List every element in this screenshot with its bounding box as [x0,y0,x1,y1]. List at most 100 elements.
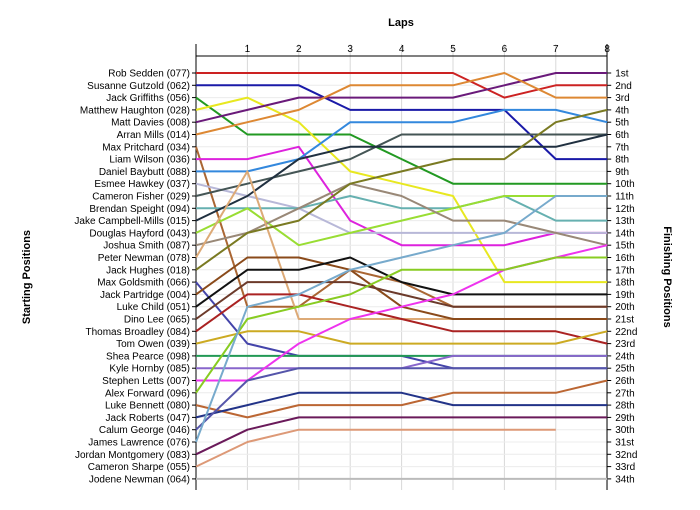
finishing-position-label: 26th [615,376,634,387]
driver-line [195,108,608,271]
starting-position-label: Esmee Hawkey (037) [94,179,190,190]
driver-line [195,256,608,394]
starting-position-label: Kyle Hornby (085) [109,364,190,375]
driver-line [195,367,608,431]
starting-position-label: Jack Roberts (047) [106,413,190,424]
finishing-position-label: 29th [615,413,634,424]
lap-tick-label: 2 [296,44,302,55]
driver-line [196,195,608,222]
finishing-position-label: 8th [615,155,629,166]
driver-line [195,281,608,320]
finishing-position-label: 33rd [615,462,635,473]
starting-position-label: Daniel Baybutt (088) [99,167,190,178]
starting-position-label: Jack Hughes (018) [106,265,190,276]
driver-line [195,182,608,247]
driver-line [196,108,608,173]
driver-line [195,72,608,136]
driver-line [195,293,608,345]
starting-position-label: Stephen Letts (007) [102,376,190,387]
starting-position-label: James Lawrence (076) [88,438,190,449]
finishing-position-label: 19th [615,290,634,301]
finishing-position-label: 17th [615,265,634,276]
finishing-position-label: 9th [615,167,629,178]
starting-position-label: Alex Forward (096) [105,388,190,399]
finishing-position-label: 6th [615,130,629,141]
labels: 1 2 3 4 5 6 7 8 Rob Sedden (077)Susanne Gutzold … [74,44,637,485]
driver-line [195,428,556,468]
starting-position-label: Rob Sedden (077) [108,69,190,80]
starting-position-label: Susanne Gutzold (062) [87,81,190,92]
axes [195,44,608,490]
starting-position-label: Dino Lee (065) [124,315,190,326]
finishing-position-label: 24th [615,351,634,362]
finishing-position-label: 12th [615,204,634,215]
lap-tick-label: 5 [450,44,456,55]
starting-position-label: Brendan Speight (094) [89,204,190,215]
starting-position-label: Max Pritchard (034) [102,142,190,153]
finishing-position-label: 22nd [615,327,637,338]
starting-position-label: Cameron Sharpe (055) [88,462,190,473]
starting-position-label: Cameron Fisher (029) [92,192,190,203]
starting-position-label: Jake Campbell-Mills (015) [74,216,190,227]
finishing-position-label: 31st [615,438,634,449]
finishing-position-label: 20th [615,302,634,313]
driver-line [195,195,608,443]
driver-line [195,416,608,456]
x-axis-title: Laps [388,17,414,29]
finishing-position-label: 7th [615,142,629,153]
right-axis-title: Finishing Positions [661,226,673,327]
starting-position-label: Shea Pearce (098) [106,351,190,362]
starting-position-label: Luke Child (051) [117,302,190,313]
finishing-position-label: 23rd [615,339,635,350]
driver-line [195,133,608,222]
finishing-position-label: 14th [615,228,634,239]
starting-position-label: Calum George (046) [99,425,190,436]
driver-line [196,84,608,161]
left-axis-title: Starting Positions [21,230,33,324]
finishing-position-label: 32nd [615,450,637,461]
lap-tick-label: 3 [347,44,353,55]
starting-position-label: Max Goldsmith (066) [97,278,190,289]
starting-position-label: Matthew Haughton (028) [80,105,190,116]
finishing-position-label: 1st [615,69,629,80]
lap-tick-label: 1 [245,44,251,55]
starting-position-label: Matt Davies (008) [111,118,190,129]
lap-tick-label: 6 [502,44,508,55]
starting-position-label: Jodene Newman (064) [89,474,190,485]
starting-position-label: Liam Wilson (036) [109,155,190,166]
finishing-position-label: 13th [615,216,634,227]
starting-position-label: Luke Bennett (080) [105,401,190,412]
lap-tick-label: 7 [553,44,559,55]
finishing-position-label: 15th [615,241,634,252]
driver-line [195,96,608,185]
starting-position-label: Jack Griffiths (056) [106,93,190,104]
finishing-position-label: 11th [615,192,634,203]
driver-line [195,330,608,345]
driver-line [195,379,608,419]
starting-position-label: Tom Owen (039) [116,339,190,350]
starting-position-label: Thomas Broadley (084) [86,327,191,338]
finishing-position-label: 21st [615,315,634,326]
starting-position-label: Arran Mills (014) [117,130,190,141]
finishing-position-label: 25th [615,364,634,375]
driver-line [195,182,608,234]
finishing-position-label: 34th [615,474,634,485]
driver-line [195,256,608,308]
finishing-position-label: 10th [615,179,634,190]
finishing-position-label: 30th [615,425,634,436]
finishing-position-label: 5th [615,118,629,129]
driver-line [195,72,608,124]
lap-tick-label: 8 [604,44,610,55]
starting-position-label: Peter Newman (078) [98,253,190,264]
finishing-position-label: 27th [615,388,634,399]
series-lines [195,72,608,480]
finishing-position-label: 2nd [615,81,632,92]
finishing-position-label: 16th [615,253,634,264]
starting-position-label: Douglas Hayford (043) [89,228,190,239]
lap-tick-label: 4 [399,44,405,55]
driver-line [195,391,608,419]
finishing-position-label: 3rd [615,93,629,104]
finishing-position-label: 4th [615,105,629,116]
driver-line [196,145,608,247]
